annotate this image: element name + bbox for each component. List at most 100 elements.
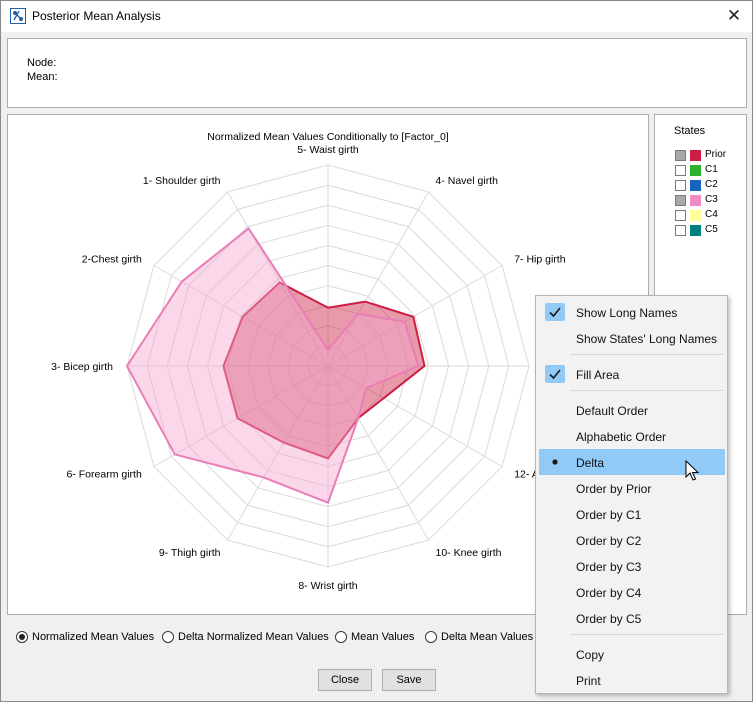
menu-item-show-states-long-names[interactable]: Show States' Long Names — [539, 325, 725, 351]
grid-spoke — [153, 265, 329, 367]
state-row-c3[interactable]: C3 — [675, 194, 745, 207]
radar-axis-labels: 5- Waist girth 4- Navel girth 7- Hip girth… — [51, 144, 566, 592]
state-color-swatch — [690, 165, 701, 176]
radar-chart: Normalized Mean Values Conditionally to … — [51, 131, 566, 592]
menu-check-slot — [545, 531, 565, 549]
grid-spoke — [327, 191, 429, 367]
grid-spoke — [153, 365, 329, 467]
state-color-swatch — [690, 210, 701, 221]
state-checkbox[interactable] — [675, 180, 686, 191]
menu-item-order-by-c2[interactable]: Order by C2 — [539, 527, 725, 553]
axis-label: 3- Bicep girth — [51, 361, 113, 373]
axis-label: 1- Shoulder girth — [143, 175, 221, 187]
state-row-c1[interactable]: C1 — [675, 164, 745, 177]
menu-check-slot — [545, 479, 565, 497]
menu-check-slot — [545, 609, 565, 627]
radio-button[interactable] — [162, 631, 174, 643]
radio-button[interactable] — [16, 631, 28, 643]
axis-label: 10- Knee girth — [436, 547, 502, 559]
radar-series — [125, 227, 426, 504]
menu-item-order-by-c5[interactable]: Order by C5 — [539, 605, 725, 631]
state-label: C4 — [705, 209, 718, 220]
menu-item-copy[interactable]: Copy — [539, 641, 725, 667]
menu-item-order-by-prior[interactable]: Order by Prior — [539, 475, 725, 501]
bullet-icon — [545, 453, 565, 471]
grid-spoke — [227, 365, 329, 541]
state-checkbox[interactable] — [675, 195, 686, 206]
checkmark-icon — [545, 365, 565, 383]
window-title: Posterior Mean Analysis — [32, 9, 161, 23]
state-row-c4[interactable]: C4 — [675, 209, 745, 222]
state-row-c2[interactable]: C2 — [675, 179, 745, 192]
axis-label: 7- Hip girth — [514, 254, 566, 266]
menu-check-slot — [545, 671, 565, 689]
state-label: C5 — [705, 224, 718, 235]
menu-item-label: Delta — [576, 456, 605, 470]
grid-spoke — [327, 365, 503, 467]
state-label: Prior — [705, 149, 727, 160]
state-checkbox[interactable] — [675, 150, 686, 161]
state-row-prior[interactable]: Prior — [675, 149, 745, 162]
radio-label: Delta Mean Values — [441, 631, 534, 643]
grid-spoke — [227, 191, 329, 367]
state-color-swatch — [690, 225, 701, 236]
menu-item-label: Copy — [576, 648, 605, 662]
menu-separator — [570, 390, 724, 391]
state-checkbox[interactable] — [675, 210, 686, 221]
menu-item-fill-area[interactable]: Fill Area — [539, 361, 725, 387]
menu-item-order-by-c4[interactable]: Order by C4 — [539, 579, 725, 605]
menu-separator — [570, 354, 724, 355]
menu-separator — [570, 634, 724, 635]
menu-item-label: Order by C2 — [576, 534, 642, 548]
menu-item-show-long-names[interactable]: Show Long Names — [539, 299, 725, 325]
menu-check-slot — [545, 329, 565, 347]
menu-item-alphabetic-order[interactable]: Alphabetic Order — [539, 423, 725, 449]
radio-label: Mean Values — [351, 631, 415, 643]
menu-check-slot — [545, 557, 565, 575]
close-window-icon[interactable]: ✕ — [726, 6, 742, 25]
state-checkbox[interactable] — [675, 225, 686, 236]
state-checkbox[interactable] — [675, 165, 686, 176]
menu-item-order-by-c3[interactable]: Order by C3 — [539, 553, 725, 579]
chart-context-menu: Show Long Names Show States' Long Names … — [535, 295, 728, 694]
menu-check-slot — [545, 401, 565, 419]
menu-item-label: Show Long Names — [576, 306, 678, 320]
menu-item-label: Show States' Long Names — [576, 332, 718, 346]
axis-label: 2-Chest girth — [82, 254, 142, 266]
app-icon — [10, 8, 26, 24]
grid-spoke — [327, 365, 429, 541]
menu-check-slot — [545, 645, 565, 663]
state-row-c5[interactable]: C5 — [675, 224, 745, 237]
menu-item-print[interactable]: Print — [539, 667, 725, 693]
radio-button[interactable] — [335, 631, 347, 643]
menu-item-label: Order by C1 — [576, 508, 642, 522]
state-label: C2 — [705, 179, 718, 190]
radio-label: Normalized Mean Values — [32, 631, 155, 643]
radio-label: Delta Normalized Mean Values — [178, 631, 329, 643]
radio-button[interactable] — [425, 631, 437, 643]
grid-spoke — [327, 265, 503, 367]
menu-item-default-order[interactable]: Default Order — [539, 397, 725, 423]
close-button[interactable]: Close — [318, 669, 372, 691]
menu-item-label: Order by Prior — [576, 482, 652, 496]
radar-grid — [126, 164, 530, 568]
state-label: C3 — [705, 194, 718, 205]
mean-label: Mean: — [27, 71, 58, 83]
save-button[interactable]: Save — [382, 669, 436, 691]
node-info-panel: Node: Mean: — [7, 38, 747, 108]
title-bar: Posterior Mean Analysis ✕ — [1, 1, 752, 32]
menu-item-label: Order by C5 — [576, 612, 642, 626]
axis-label: 9- Thigh girth — [159, 547, 221, 559]
chart-title: Normalized Mean Values Conditionally to … — [207, 131, 449, 143]
series-prior — [222, 281, 426, 460]
axis-label: 6- Forearm girth — [67, 469, 142, 481]
axis-label: 8- Wrist girth — [298, 580, 357, 592]
axis-label: 12- A — [514, 469, 539, 481]
menu-check-slot — [545, 427, 565, 445]
state-label: C1 — [705, 164, 718, 175]
menu-item-order-by-c1[interactable]: Order by C1 — [539, 501, 725, 527]
state-color-swatch — [690, 195, 701, 206]
menu-item-label: Print — [576, 674, 601, 688]
mouse-pointer-icon — [685, 460, 699, 481]
menu-check-slot — [545, 583, 565, 601]
